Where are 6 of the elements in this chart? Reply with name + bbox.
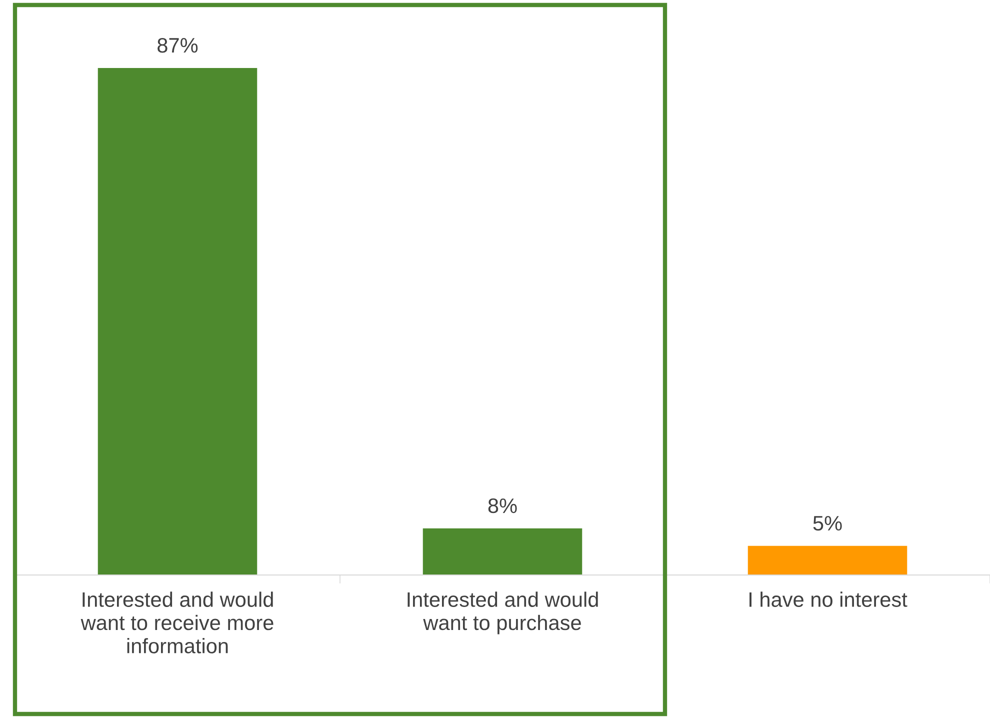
x-tick-label: I have no interest [750, 592, 908, 607]
data-label: 5% [813, 516, 842, 531]
x-tick-label: Interested and would want to purchase [408, 592, 598, 634]
x-tick-label: Interested and would want to receive more information [80, 592, 274, 654]
data-label: 87% [158, 38, 198, 53]
data-label: 8% [488, 498, 517, 514]
